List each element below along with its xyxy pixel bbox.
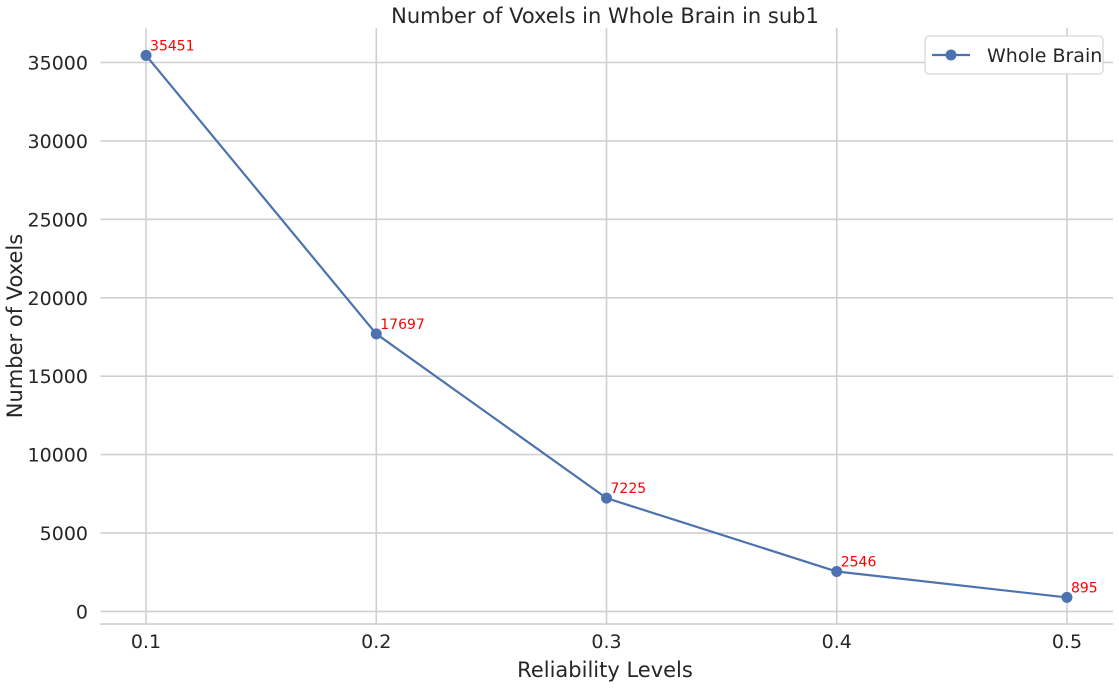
y-tick-label: 30000: [28, 131, 88, 153]
data-labels: 35451 17697 7225 2546 895: [150, 38, 1098, 596]
y-tick-label: 20000: [28, 288, 88, 310]
y-tick-label: 0: [76, 601, 88, 623]
legend-box: [924, 35, 1104, 75]
data-point-marker: [1061, 591, 1073, 603]
x-tick-label: 0.2: [361, 631, 391, 653]
y-tick-label: 25000: [28, 209, 88, 231]
series-layer: [140, 49, 1073, 603]
data-value-label: 895: [1071, 580, 1098, 596]
data-value-label: 17697: [380, 317, 425, 333]
data-value-label: 7225: [611, 481, 647, 497]
x-tick-label: 0.3: [591, 631, 621, 653]
chart-title: Number of Voxels in Whole Brain in sub1: [391, 4, 819, 28]
y-tick-label: 5000: [40, 523, 88, 545]
y-tick-label: 10000: [28, 445, 88, 467]
x-tick-label: 0.1: [131, 631, 161, 653]
data-point-marker: [601, 492, 612, 504]
legend: Whole Brain: [924, 35, 1104, 75]
grid-lines: [100, 28, 1113, 624]
data-value-label: 35451: [150, 38, 195, 54]
x-tick-label: 0.4: [822, 631, 852, 653]
x-tick-label: 0.5: [1052, 631, 1082, 653]
x-axis-label: Reliability Levels: [517, 658, 693, 682]
y-tick-label: 15000: [28, 366, 88, 388]
axes: 0 5000 10000 15000 20000 25000 30000 35000 0.1 0.…: [28, 28, 1113, 653]
legend-label: Whole Brain: [987, 45, 1102, 67]
y-axis-label: Number of Voxels: [3, 234, 27, 418]
y-tick-label: 35000: [28, 53, 88, 75]
data-value-label: 2546: [841, 555, 877, 571]
data-point-marker: [370, 328, 382, 340]
data-point-marker: [831, 566, 843, 578]
data-point-marker: [140, 49, 152, 61]
legend-marker-swatch: [945, 49, 957, 61]
